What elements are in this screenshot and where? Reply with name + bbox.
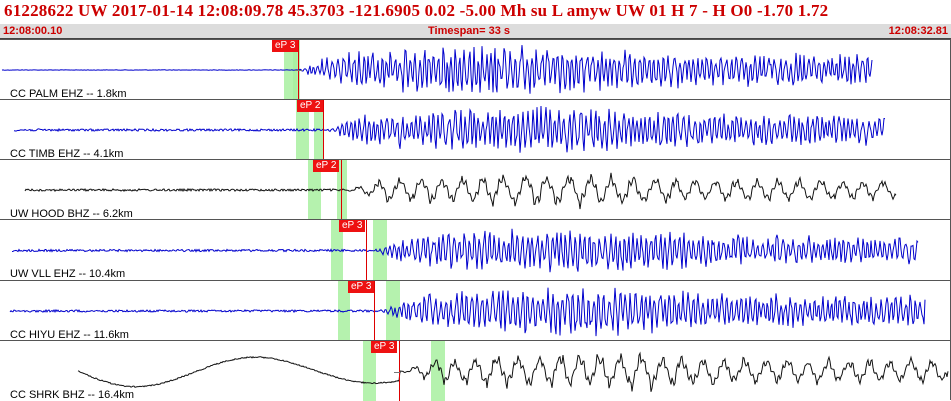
header-bar: 61228622 UW 2017-01-14 12:08:09.78 45.37… bbox=[0, 0, 951, 24]
pick-window bbox=[431, 341, 445, 401]
pick-window bbox=[314, 100, 324, 160]
pick-window bbox=[373, 220, 387, 281]
waveform-line bbox=[9, 287, 926, 337]
waveform-panel[interactable]: eP 3 UW VLL EHZ -- 10.4km bbox=[0, 219, 950, 281]
channel-label: CC HIYU EHZ -- 11.6km bbox=[10, 329, 129, 341]
waveform-panel[interactable]: eP 2 CC TIMB EHZ -- 4.1km bbox=[0, 99, 950, 160]
waveform-panels[interactable]: eP 3 CC PALM EHZ -- 1.8km eP 2 CC TIMB E… bbox=[0, 39, 951, 401]
waveform-line bbox=[77, 351, 949, 392]
event-title: 61228622 UW 2017-01-14 12:08:09.78 45.37… bbox=[4, 1, 829, 20]
pick-flag[interactable]: eP 3 bbox=[339, 220, 366, 232]
pick-tick bbox=[394, 372, 401, 373]
waveform-panel[interactable]: eP 3 CC HIYU EHZ -- 11.6km bbox=[0, 280, 950, 341]
start-time: 12:08:00.10 bbox=[3, 25, 63, 37]
seismogram-trace bbox=[11, 228, 919, 273]
waveform-line bbox=[24, 172, 897, 210]
waveform-panel[interactable]: eP 3 CC PALM EHZ -- 1.8km bbox=[0, 39, 950, 100]
waveform-panel[interactable]: eP 2 UW HOOD BHZ -- 6.2km bbox=[0, 159, 950, 220]
channel-label: CC SHRK BHZ -- 16.4km bbox=[10, 389, 135, 401]
pick-line bbox=[399, 341, 400, 401]
pick-line bbox=[323, 100, 324, 160]
pick-window bbox=[363, 341, 376, 401]
channel-label: CC TIMB EHZ -- 4.1km bbox=[10, 148, 124, 160]
timespan-label: Timespan= 33 s bbox=[428, 25, 511, 37]
pick-flag[interactable]: eP 3 bbox=[272, 40, 299, 52]
seismogram-trace bbox=[9, 287, 926, 337]
pick-line bbox=[366, 220, 367, 281]
pick-flag[interactable]: eP 2 bbox=[313, 160, 340, 172]
waveform-panel[interactable]: eP 3 CC SHRK BHZ -- 16.4km bbox=[0, 340, 950, 401]
end-time: 12:08:32.81 bbox=[888, 25, 948, 37]
pick-window bbox=[296, 100, 309, 160]
pick-flag[interactable]: eP 3 bbox=[371, 341, 398, 353]
pick-line bbox=[374, 281, 375, 341]
seismogram-trace bbox=[13, 105, 886, 153]
channel-label: UW HOOD BHZ -- 6.2km bbox=[10, 208, 133, 220]
pick-flag[interactable]: eP 3 bbox=[348, 281, 375, 293]
seismogram-trace bbox=[1, 45, 873, 94]
pick-line bbox=[341, 160, 342, 220]
channel-label: CC PALM EHZ -- 1.8km bbox=[10, 88, 127, 100]
waveform-line bbox=[1, 45, 873, 94]
timespan-bar: 12:08:00.10 Timespan= 33 s 12:08:32.81 bbox=[0, 24, 951, 39]
seismogram-trace bbox=[77, 351, 949, 392]
pick-tick bbox=[295, 70, 302, 71]
pick-window bbox=[386, 281, 400, 341]
channel-label: UW VLL EHZ -- 10.4km bbox=[10, 268, 126, 280]
seismogram-trace bbox=[24, 172, 897, 210]
waveform-line bbox=[13, 105, 886, 153]
waveform-line bbox=[11, 228, 919, 273]
pick-flag[interactable]: eP 2 bbox=[297, 100, 324, 112]
